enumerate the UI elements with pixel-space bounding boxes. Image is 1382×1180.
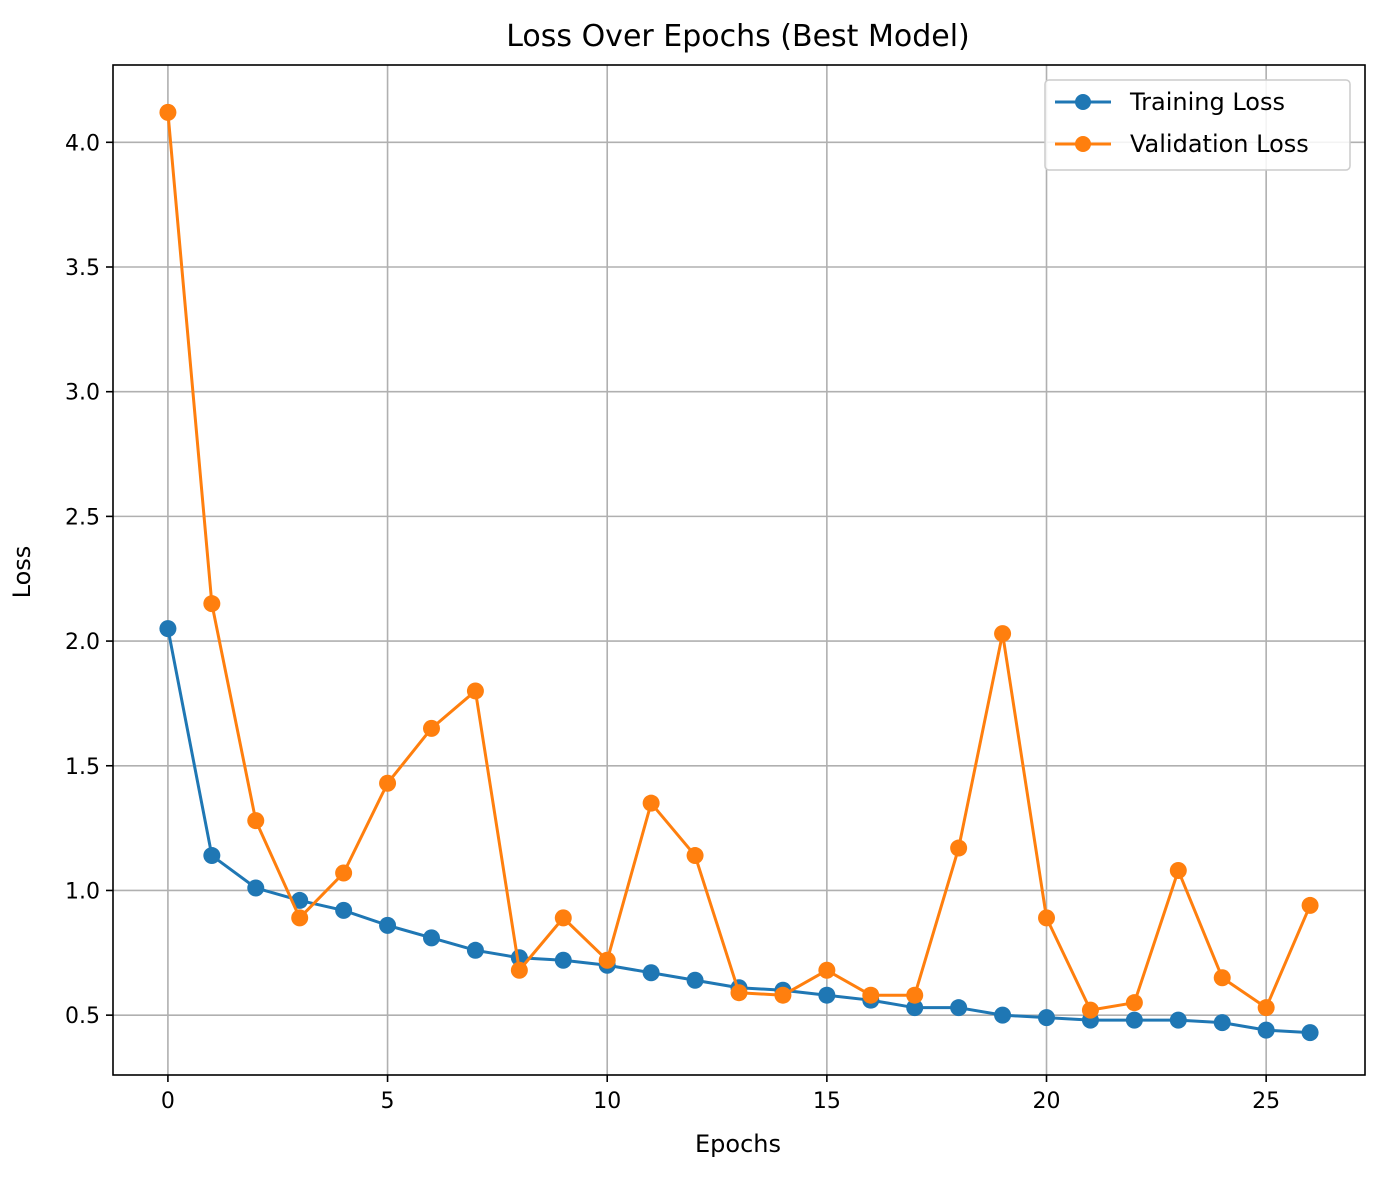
validation-loss-point bbox=[906, 986, 924, 1004]
validation-loss-point bbox=[730, 984, 748, 1002]
series-layer bbox=[159, 103, 1319, 1042]
validation-loss-point bbox=[379, 774, 397, 792]
training-loss-point bbox=[818, 986, 836, 1004]
training-loss-point bbox=[466, 941, 484, 959]
y-tick-label: 1.5 bbox=[65, 755, 100, 780]
training-loss-point bbox=[950, 999, 968, 1017]
training-loss-point bbox=[379, 916, 397, 934]
validation-loss-point bbox=[1213, 969, 1231, 987]
validation-loss-point bbox=[1169, 862, 1187, 880]
validation-loss-point bbox=[1038, 909, 1056, 927]
validation-loss-point bbox=[598, 951, 616, 969]
validation-loss-point bbox=[203, 595, 221, 613]
x-tick-label: 25 bbox=[1252, 1089, 1280, 1114]
validation-loss-point bbox=[1301, 896, 1319, 914]
legend-marker-validation bbox=[1075, 136, 1091, 152]
validation-loss-point bbox=[466, 682, 484, 700]
y-tick-label: 3.0 bbox=[65, 381, 100, 406]
x-tick-label: 15 bbox=[813, 1089, 841, 1114]
validation-loss-point bbox=[1081, 1001, 1099, 1019]
plot-frame bbox=[112, 64, 1366, 1076]
validation-loss-point bbox=[818, 961, 836, 979]
training-loss-point bbox=[1125, 1011, 1143, 1029]
validation-loss-point bbox=[774, 986, 792, 1004]
training-loss-point bbox=[159, 620, 177, 638]
validation-loss-point bbox=[159, 103, 177, 121]
training-loss-point bbox=[906, 999, 924, 1017]
series-validation bbox=[159, 103, 1319, 1019]
legend: Training Loss Validation Loss bbox=[1044, 79, 1351, 171]
x-axis-label: Epochs bbox=[695, 1130, 781, 1158]
validation-loss-point bbox=[247, 812, 265, 830]
validation-loss-point bbox=[686, 847, 704, 865]
validation-loss-point bbox=[335, 864, 353, 882]
validation-loss-point bbox=[642, 794, 660, 812]
x-tick-label: 0 bbox=[161, 1089, 175, 1114]
y-tick-label: 2.5 bbox=[65, 505, 100, 530]
training-loss-point bbox=[510, 949, 528, 967]
training-loss-point bbox=[1257, 1021, 1275, 1039]
validation-loss-point bbox=[422, 719, 440, 737]
y-tick-label: 2.0 bbox=[65, 630, 100, 655]
training-loss-point bbox=[1213, 1014, 1231, 1032]
x-tick-label: 5 bbox=[381, 1089, 395, 1114]
training-loss-point bbox=[335, 901, 353, 919]
training-loss-point bbox=[291, 891, 309, 909]
training-loss-point bbox=[554, 951, 572, 969]
validation-loss-point bbox=[1125, 994, 1143, 1012]
y-tick-label: 4.0 bbox=[65, 131, 100, 156]
x-tick-label: 20 bbox=[1033, 1089, 1061, 1114]
validation-loss-point bbox=[862, 986, 880, 1004]
validation-loss-point bbox=[994, 625, 1012, 643]
validation-loss-point bbox=[1257, 999, 1275, 1017]
training-loss-point bbox=[1301, 1024, 1319, 1042]
x-tick-label: 10 bbox=[593, 1089, 621, 1114]
training-loss-point bbox=[686, 971, 704, 989]
validation-loss-point bbox=[950, 839, 968, 857]
y-tick-label: 0.5 bbox=[65, 1004, 100, 1029]
validation-loss-point bbox=[554, 909, 572, 927]
legend-label-training: Training Loss bbox=[1129, 88, 1285, 116]
chart-title: Loss Over Epochs (Best Model) bbox=[506, 19, 970, 54]
training-loss-point bbox=[994, 1006, 1012, 1024]
y-axis-label: Loss bbox=[8, 546, 36, 599]
legend-box bbox=[1044, 79, 1351, 171]
validation-loss-point bbox=[510, 961, 528, 979]
validation-loss-point bbox=[291, 909, 309, 927]
training-loss-line bbox=[166, 628, 1311, 1035]
training-loss-point bbox=[642, 964, 660, 982]
axis-ticks: 0 5 10 15 20 25 0.5 1.0 1.5 2.0 2.5 3.0 3.5 4.0 bbox=[65, 131, 1280, 1114]
training-loss-point bbox=[422, 929, 440, 947]
legend-label-validation: Validation Loss bbox=[1130, 130, 1309, 158]
training-loss-point bbox=[1169, 1011, 1187, 1029]
training-loss-point bbox=[203, 847, 221, 865]
y-tick-label: 1.0 bbox=[65, 879, 100, 904]
series-training bbox=[159, 620, 1319, 1042]
y-tick-label: 3.5 bbox=[65, 256, 100, 281]
legend-marker-training bbox=[1075, 94, 1091, 110]
training-loss-point bbox=[247, 879, 265, 897]
training-loss-point bbox=[1038, 1009, 1056, 1027]
